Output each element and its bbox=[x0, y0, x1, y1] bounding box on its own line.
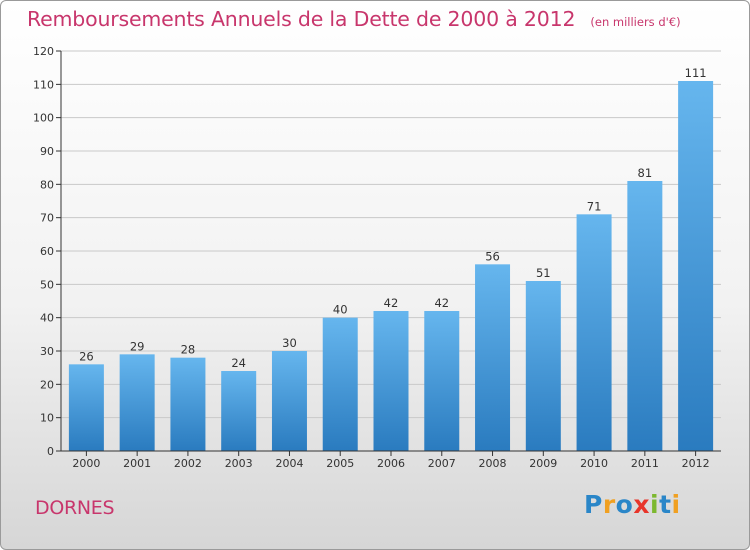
y-tick-label: 80 bbox=[40, 178, 54, 191]
bar-2000[interactable] bbox=[68, 364, 104, 451]
logo-letter: o bbox=[615, 490, 634, 519]
logo-letter: P bbox=[584, 490, 603, 519]
y-tick-label: 50 bbox=[40, 278, 54, 291]
data-label-2001: 29 bbox=[130, 339, 145, 353]
x-tick-label: 2002 bbox=[174, 457, 202, 470]
x-tick-label: 2010 bbox=[580, 457, 608, 470]
x-tick-label: 2004 bbox=[275, 457, 303, 470]
x-tick-label: 2000 bbox=[72, 457, 100, 470]
bar-2003[interactable] bbox=[221, 371, 257, 451]
proxiti-logo[interactable]: Proxiti bbox=[584, 490, 681, 519]
y-tick-label: 120 bbox=[33, 45, 54, 58]
data-label-2011: 81 bbox=[638, 166, 653, 180]
x-tick-label: 2007 bbox=[428, 457, 456, 470]
town-name: DORNES bbox=[35, 497, 115, 519]
bar-2011[interactable] bbox=[627, 181, 663, 451]
chart-title: Remboursements Annuels de la Dette de 20… bbox=[27, 7, 576, 31]
y-tick-label: 90 bbox=[40, 145, 54, 158]
y-tick-label: 100 bbox=[33, 112, 54, 125]
data-label-2008: 56 bbox=[485, 249, 500, 263]
data-label-2006: 42 bbox=[384, 296, 399, 310]
logo-letter: x bbox=[633, 490, 650, 519]
data-label-2010: 71 bbox=[587, 199, 602, 213]
logo-letter: i bbox=[671, 490, 681, 519]
y-tick-label: 20 bbox=[40, 378, 54, 391]
y-tick-label: 10 bbox=[40, 412, 54, 425]
data-label-2004: 30 bbox=[282, 336, 297, 350]
axis-layer: 0 10 20 30 40 50 60 70 80 90 100 110 120 2000 2001 2002… bbox=[33, 45, 721, 470]
x-tick-label: 2003 bbox=[225, 457, 253, 470]
bar-2007[interactable] bbox=[424, 311, 460, 451]
bar-2004[interactable] bbox=[271, 351, 307, 451]
y-tick-label: 60 bbox=[40, 245, 54, 258]
bar-2008[interactable] bbox=[475, 264, 511, 451]
data-label-2007: 42 bbox=[434, 296, 449, 310]
data-label-2000: 26 bbox=[79, 349, 94, 363]
y-tick-label: 70 bbox=[40, 212, 54, 225]
bar-2010[interactable] bbox=[576, 214, 612, 451]
logo-letter: t bbox=[659, 490, 672, 519]
bar-2006[interactable] bbox=[373, 311, 409, 451]
bar-2012[interactable] bbox=[678, 81, 714, 451]
y-tick-label: 110 bbox=[33, 78, 54, 91]
y-tick-label: 30 bbox=[40, 345, 54, 358]
data-label-2012: 111 bbox=[685, 66, 707, 80]
x-tick-label: 2005 bbox=[326, 457, 354, 470]
y-tick-label: 40 bbox=[40, 312, 54, 325]
bar-2002[interactable] bbox=[170, 357, 206, 451]
x-tick-label: 2008 bbox=[479, 457, 507, 470]
bar-2009[interactable] bbox=[525, 281, 561, 451]
logo-letter: i bbox=[650, 490, 660, 519]
data-label-2005: 40 bbox=[333, 303, 348, 317]
x-tick-label: 2011 bbox=[631, 457, 659, 470]
x-tick-label: 2009 bbox=[529, 457, 557, 470]
chart-subtitle: (en milliers d'€) bbox=[590, 15, 681, 29]
x-tick-label: 2006 bbox=[377, 457, 405, 470]
logo-letter: r bbox=[602, 490, 616, 519]
y-tick-label: 0 bbox=[47, 445, 54, 458]
x-tick-label: 2001 bbox=[123, 457, 151, 470]
bar-2001[interactable] bbox=[119, 354, 155, 451]
bar-2005[interactable] bbox=[322, 317, 358, 451]
bar-layer: 26 29 28 24 30 40 42 42 56 51 71 81 111 bbox=[68, 66, 714, 451]
data-label-2003: 24 bbox=[231, 356, 246, 370]
title-row: Remboursements Annuels de la Dette de 20… bbox=[27, 7, 681, 31]
data-label-2002: 28 bbox=[181, 343, 196, 357]
x-tick-label: 2012 bbox=[682, 457, 710, 470]
data-label-2009: 51 bbox=[536, 266, 551, 280]
